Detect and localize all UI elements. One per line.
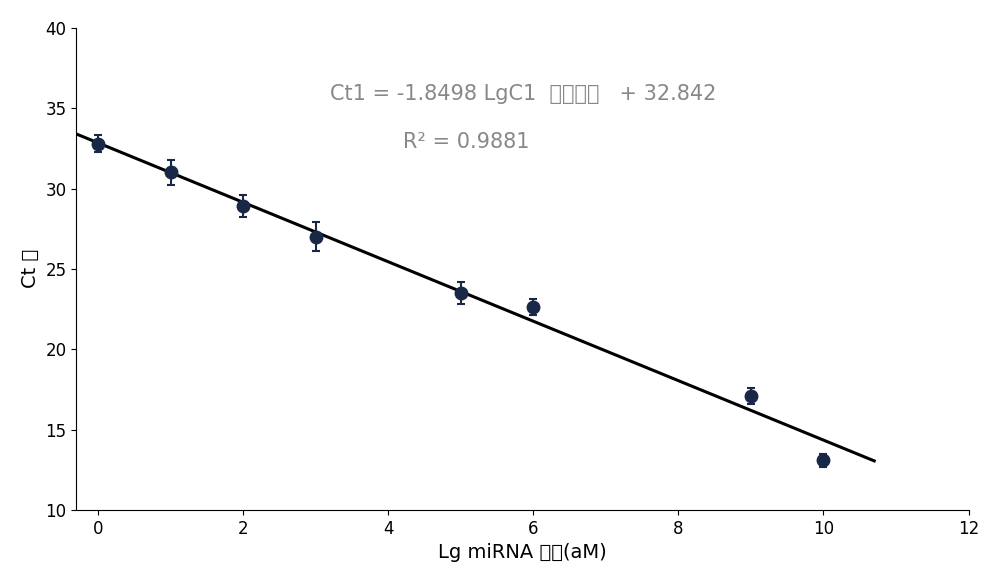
Y-axis label: Ct 値: Ct 値 — [21, 250, 40, 289]
X-axis label: Lg miRNA 浓度(aM): Lg miRNA 浓度(aM) — [438, 543, 607, 562]
Text: Ct1 = -1.8498 LgC1  （浓度）   + 32.842: Ct1 = -1.8498 LgC1 （浓度） + 32.842 — [330, 84, 717, 104]
Text: R² = 0.9881: R² = 0.9881 — [403, 132, 529, 152]
